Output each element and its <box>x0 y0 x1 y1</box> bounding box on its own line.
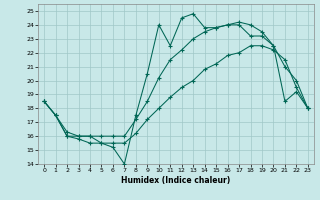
X-axis label: Humidex (Indice chaleur): Humidex (Indice chaleur) <box>121 176 231 185</box>
